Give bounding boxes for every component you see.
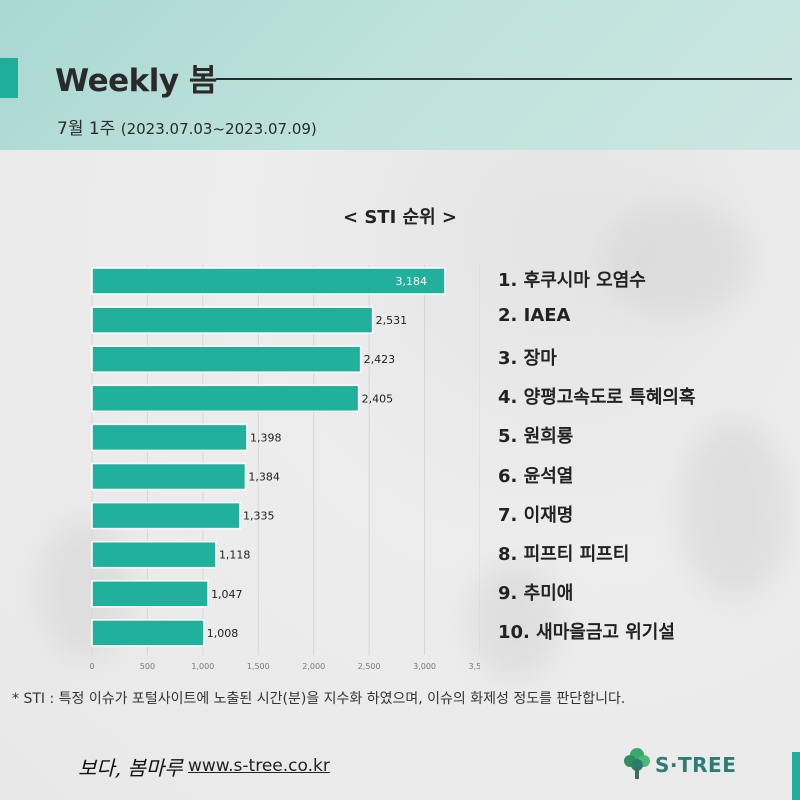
x-tick-label: 3,000 [413,662,436,671]
website-link[interactable]: www.s-tree.co.kr [188,756,330,776]
bar [91,619,205,647]
ranking-item: 9. 추미애 [498,582,574,604]
bar [91,540,217,569]
footnote: * STI : 특정 이슈가 포털사이트에 노출된 시간(분)을 지수화 하였으… [12,691,626,707]
bar-chart: 0 500 1,000 1,500 2,000 2,500 3,000 3,500 3,184 2… [89,265,480,671]
ranking-item: 6. 윤석열 [498,465,574,487]
title-rule [216,78,792,80]
bar-value-label: 1,335 [243,510,275,523]
corner-accent [792,752,800,800]
bar [91,580,209,608]
bar [91,384,360,413]
chart-title: < STI 순위 > [342,207,458,228]
x-tick-label: 2,500 [358,662,381,671]
bar [91,267,446,295]
x-tick-label: 500 [140,662,155,671]
bar-value-label: 1,384 [248,471,279,484]
background-blur [680,420,790,600]
page-title: Weekly 봄 [55,63,217,99]
x-tick-label: 3,500 [469,662,480,671]
page-subtitle: 7월 1주 (2023.07.03~2023.07.09) [57,114,317,139]
bar-value-label: 1,398 [250,431,281,444]
x-tick-label: 0 [89,662,94,671]
bar [91,501,241,530]
x-tick-label: 1,500 [247,662,270,671]
ranking-item: 10. 새마을금고 위기설 [498,621,675,643]
x-tick-label: 1,000 [191,662,214,671]
bar [91,306,374,334]
bar-value-label: 1,118 [219,549,251,562]
bar-value-label: 2,423 [364,353,396,366]
ranking-item: 8. 피프티 피프티 [498,543,630,565]
background-blur [600,200,750,320]
bar [91,345,362,373]
bar [91,462,247,491]
bar-value-label: 2,405 [362,392,394,405]
header-banner [0,0,800,150]
ranking-item: 1. 후쿠시마 오염수 [498,270,646,291]
ranking-item: 3. 장마 [498,348,557,370]
title-accent-bar [0,58,18,98]
ranking-item: 2. IAEA [498,305,571,327]
x-tick-label: 2,000 [302,662,325,671]
background-blur [470,560,560,680]
subtitle-week: 7월 1주 [57,119,116,139]
subtitle-date-range: (2023.07.03~2023.07.09) [120,120,317,138]
ranking-item: 5. 원희룡 [498,426,574,448]
tree-icon [624,748,650,779]
ranking-item: 4. 양평고속도로 특혜의혹 [498,387,696,409]
bar-value-label: 1,008 [207,627,239,640]
logo-text: S·TREE [655,753,737,777]
brand-slogan: 보다, 봄마루 [78,756,183,780]
bar-value-label: 3,184 [395,275,427,288]
bar-value-label: 2,531 [376,314,408,327]
ranking-item: 7. 이재명 [498,504,574,526]
bar-value-label: 1,047 [211,588,243,601]
bar [91,423,248,452]
